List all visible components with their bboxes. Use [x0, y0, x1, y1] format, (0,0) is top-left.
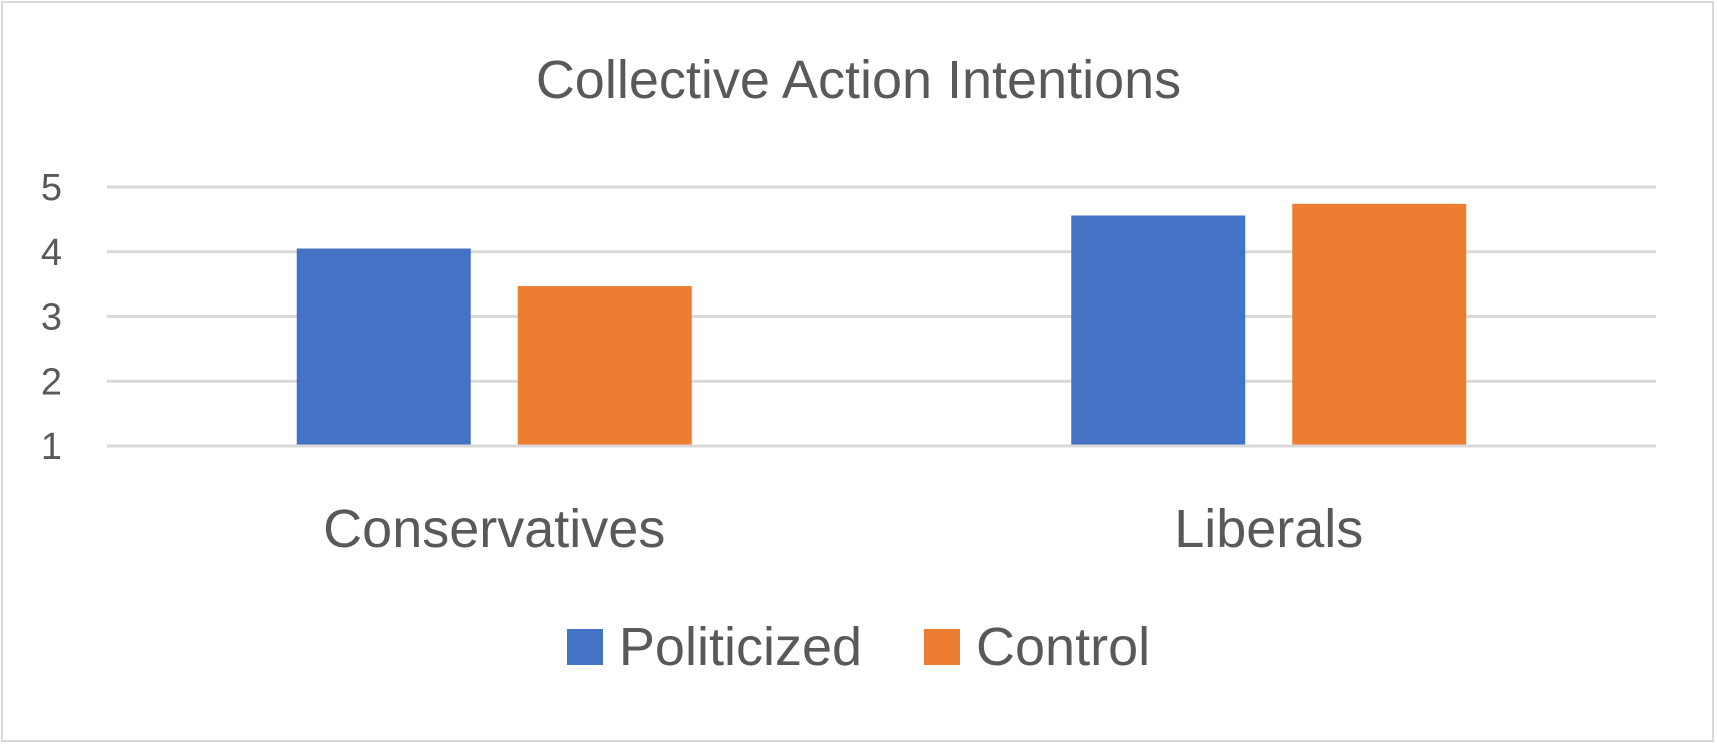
bars	[107, 203, 1656, 448]
legend-swatch-control	[924, 629, 961, 665]
legend-item-politicized: Politicized	[566, 617, 863, 677]
legend-swatch-politicized	[566, 629, 603, 665]
bar-conservatives-politicized	[296, 248, 471, 446]
legend: Politicized Control	[0, 620, 1717, 674]
y-tick-label-4: 4	[41, 232, 62, 274]
y-tick-label-2: 2	[41, 361, 62, 403]
x-category-label-liberals: Liberals	[1174, 499, 1363, 559]
y-tick-label-5: 5	[41, 167, 62, 209]
chart-title: Collective Action Intentions	[535, 50, 1182, 110]
x-category-label-conservatives: Conservatives	[323, 499, 665, 559]
bar-conservatives-control	[517, 286, 692, 446]
legend-label-politicized: Politicized	[618, 617, 863, 677]
bar-liberals-politicized	[1071, 215, 1246, 446]
x-axis-categories: Conservatives Liberals	[323, 499, 1363, 559]
legend-item-control: Control	[924, 620, 1150, 674]
y-tick-label-1: 1	[41, 426, 62, 468]
chart-plot: 1 2 3 4 5 Conservatives Liberals	[41, 167, 1656, 559]
y-axis-ticks: 1 2 3 4 5	[41, 167, 62, 468]
y-tick-label-3: 3	[41, 297, 62, 339]
bar-liberals-control	[1292, 203, 1467, 446]
legend-label-control: Control	[976, 617, 1151, 677]
